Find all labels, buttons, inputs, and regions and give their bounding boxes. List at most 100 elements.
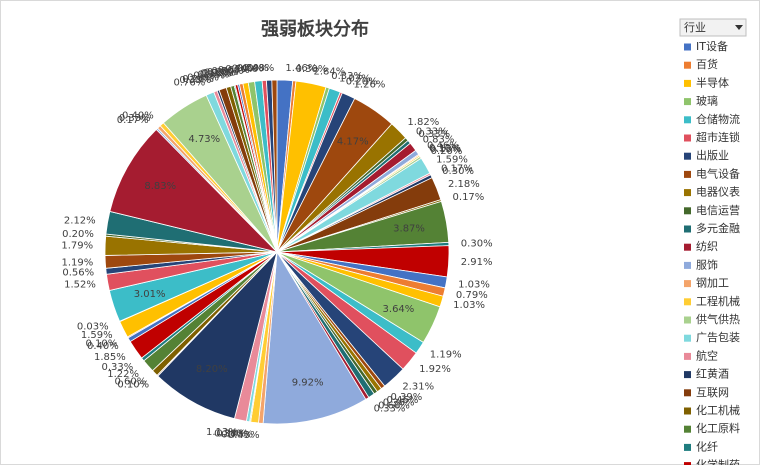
data-label: 1.59% <box>81 330 113 341</box>
legend-swatch <box>684 261 691 269</box>
data-label: 0.56% <box>62 268 94 279</box>
legend-swatch <box>684 61 691 69</box>
data-label: 1.79% <box>61 240 93 251</box>
legend-swatch <box>684 152 691 160</box>
legend-swatch <box>684 407 691 415</box>
data-label: 0.33% <box>198 69 230 80</box>
legend-label: 航空 <box>696 348 718 362</box>
data-label: 9.92% <box>292 378 324 389</box>
legend-swatch <box>684 280 691 288</box>
data-label: 0.40% <box>232 64 264 75</box>
legend-swatch <box>684 443 691 451</box>
legend: IT设备百货半导体玻璃仓储物流超市连锁出版业电气设备电器仪表电信运营多元金融纺织… <box>684 39 740 469</box>
data-label: 0.70% <box>225 64 257 75</box>
data-label: 0.10% <box>117 379 149 390</box>
legend-swatch <box>684 425 691 433</box>
dropdown-arrow <box>735 25 743 30</box>
chart-title: 强弱板块分布 <box>261 18 369 40</box>
data-label: 0.46% <box>387 395 419 406</box>
legend-label: 电气设备 <box>696 166 740 180</box>
data-label: 0.69% <box>187 72 219 83</box>
legend-filter[interactable] <box>679 18 747 37</box>
data-label: 1.19% <box>430 350 462 361</box>
data-label: 0.79% <box>456 290 488 301</box>
legend-swatch <box>684 170 691 178</box>
legend-label: 互联网 <box>696 386 729 399</box>
data-label: 0.48% <box>242 63 274 74</box>
data-label: 0.10% <box>216 429 248 440</box>
legend-swatch <box>684 207 691 215</box>
data-label: 3.01% <box>134 289 166 300</box>
data-label: 0.10% <box>200 69 232 80</box>
legend-label: 化学制药 <box>696 458 740 465</box>
data-label: 1.03% <box>453 300 485 311</box>
legend-swatch <box>684 225 691 233</box>
legend-swatch <box>684 43 691 51</box>
legend-label: 服饰 <box>696 257 718 271</box>
legend-label: 百货 <box>696 57 718 71</box>
data-label: 0.39% <box>390 392 422 403</box>
data-labels: 1.46%0.30%2.84%0.33%1.07%0.20%1.26%4.17%… <box>61 63 492 441</box>
legend-label: 化工机械 <box>696 403 740 417</box>
data-label: 0.30% <box>461 238 493 249</box>
data-label: 0.36% <box>383 398 415 409</box>
data-label: 0.33% <box>119 113 151 124</box>
data-label: 2.84% <box>314 67 346 78</box>
legend-label: 红黄酒 <box>696 367 729 381</box>
data-label: 0.33% <box>207 67 239 78</box>
legend-label: 电信运营 <box>696 203 740 217</box>
legend-label: 玻璃 <box>696 94 718 108</box>
data-label: 0.30% <box>442 166 474 177</box>
legend-label: 化纤 <box>696 439 718 453</box>
data-label: 1.85% <box>94 352 126 363</box>
pie <box>104 79 450 425</box>
legend-label: IT设备 <box>696 39 728 53</box>
data-label: 1.13% <box>206 427 238 438</box>
data-label: 4.73% <box>188 134 220 145</box>
legend-label: 电器仪表 <box>696 185 740 199</box>
legend-swatch <box>684 79 691 87</box>
data-label: 0.76% <box>174 78 206 89</box>
data-label: 0.43% <box>193 70 225 81</box>
data-label: 1.26% <box>354 80 386 91</box>
data-label: 0.33% <box>331 71 363 82</box>
legend-swatch <box>684 389 691 397</box>
data-label: 0.33% <box>102 362 134 373</box>
legend-label: 超市连锁 <box>696 130 740 144</box>
data-label: 0.17% <box>453 192 485 203</box>
data-label: 0.20% <box>431 146 463 157</box>
legend-swatch <box>684 352 691 360</box>
data-label: 0.20% <box>62 229 94 240</box>
data-label: 0.73% <box>221 429 253 440</box>
pie-slice <box>271 79 278 253</box>
data-label: 0.40% <box>122 110 154 121</box>
data-label: 0.40% <box>87 341 119 352</box>
legend-swatch <box>684 298 691 306</box>
data-label: 0.60% <box>378 401 410 412</box>
data-label: 0.30% <box>296 64 328 75</box>
legend-swatch <box>684 98 691 106</box>
data-label: 8.20% <box>196 364 228 375</box>
data-label: 0.17% <box>204 68 236 79</box>
legend-label: 供气供热 <box>696 312 740 326</box>
data-label: 1.07% <box>339 74 371 85</box>
data-label: 0.20% <box>182 74 214 85</box>
legend-label: 化工原料 <box>696 421 740 435</box>
legend-label: 多元金融 <box>696 221 740 235</box>
data-label: 0.33% <box>418 129 450 140</box>
data-label: 0.10% <box>429 143 461 154</box>
data-label: 2.91% <box>461 257 493 268</box>
data-label: 1.19% <box>62 258 94 269</box>
data-label: 0.23% <box>202 68 234 79</box>
legend-swatch <box>684 116 691 124</box>
data-label: 8.83% <box>144 181 176 192</box>
legend-label: 广告包装 <box>696 331 740 344</box>
data-label: 3.87% <box>393 223 425 234</box>
data-label: 2.31% <box>402 382 434 393</box>
data-label: 1.22% <box>107 369 139 380</box>
data-label: 0.60% <box>218 65 250 76</box>
data-label: 1.52% <box>64 280 96 291</box>
legend-title: 行业 <box>684 21 706 34</box>
legend-label: 仓储物流 <box>696 112 740 126</box>
legend-label: 半导体 <box>696 75 729 89</box>
